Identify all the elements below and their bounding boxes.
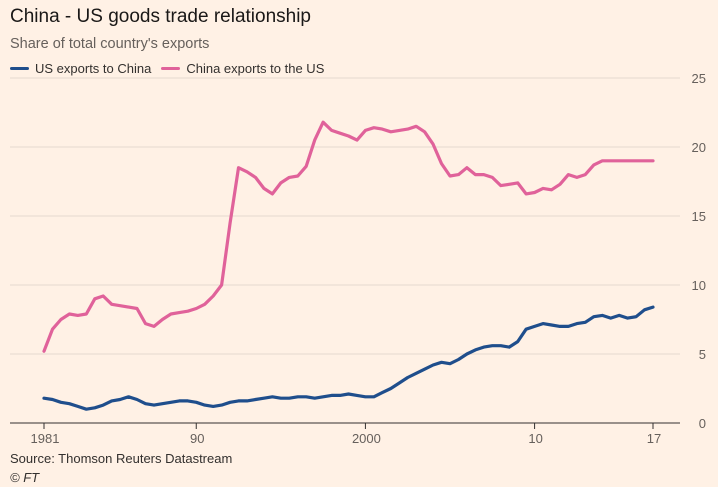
y-tick-label-15: 15 <box>692 209 706 224</box>
source-note: Source: Thomson Reuters Datastream <box>10 451 233 466</box>
y-tick-label-0: 0 <box>699 416 706 431</box>
x-tick-label-17: 17 <box>647 431 661 446</box>
chart-legend: US exports to China China exports to the… <box>10 61 324 76</box>
credit-note: © FT <box>10 470 40 485</box>
x-axis: 1981 90 2000 10 17 <box>31 423 661 446</box>
chart-title: China - US goods trade relationship <box>10 6 312 27</box>
legend-swatch-us-exports <box>10 67 29 70</box>
y-tick-label-10: 10 <box>692 278 706 293</box>
chart-subtitle: Share of total country's exports <box>10 36 210 52</box>
y-tick-label-5: 5 <box>699 347 706 362</box>
legend-label-us-exports: US exports to China <box>35 61 152 76</box>
legend-item-china-exports: China exports to the US <box>161 61 324 76</box>
series-line-us-exports-to-china <box>42 305 655 411</box>
gridlines <box>10 77 680 424</box>
x-tick-label-2000: 2000 <box>352 431 381 446</box>
series-lines <box>42 120 655 411</box>
legend-item-us-exports: US exports to China <box>10 61 151 76</box>
y-tick-label-25: 25 <box>692 71 706 86</box>
series-line-china-exports-to-the-us <box>42 120 655 353</box>
legend-swatch-china-exports <box>161 67 181 70</box>
x-tick-label-1981: 1981 <box>31 431 60 446</box>
y-tick-label-20: 20 <box>692 140 706 155</box>
y-axis: 0 5 10 15 20 25 <box>692 71 706 431</box>
x-tick-label-90: 90 <box>190 431 204 446</box>
x-tick-label-10: 10 <box>528 431 542 446</box>
legend-label-china-exports: China exports to the US <box>186 61 325 76</box>
